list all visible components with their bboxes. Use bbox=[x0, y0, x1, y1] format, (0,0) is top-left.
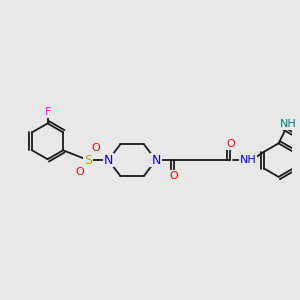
Text: O: O bbox=[76, 167, 84, 177]
Text: NH: NH bbox=[280, 119, 296, 129]
Text: O: O bbox=[92, 143, 100, 153]
Text: O: O bbox=[226, 139, 235, 149]
Text: NH: NH bbox=[240, 155, 256, 165]
Text: O: O bbox=[169, 171, 178, 181]
Text: F: F bbox=[44, 107, 51, 117]
Text: N: N bbox=[103, 154, 113, 166]
Text: S: S bbox=[84, 154, 92, 166]
Text: N: N bbox=[151, 154, 161, 166]
